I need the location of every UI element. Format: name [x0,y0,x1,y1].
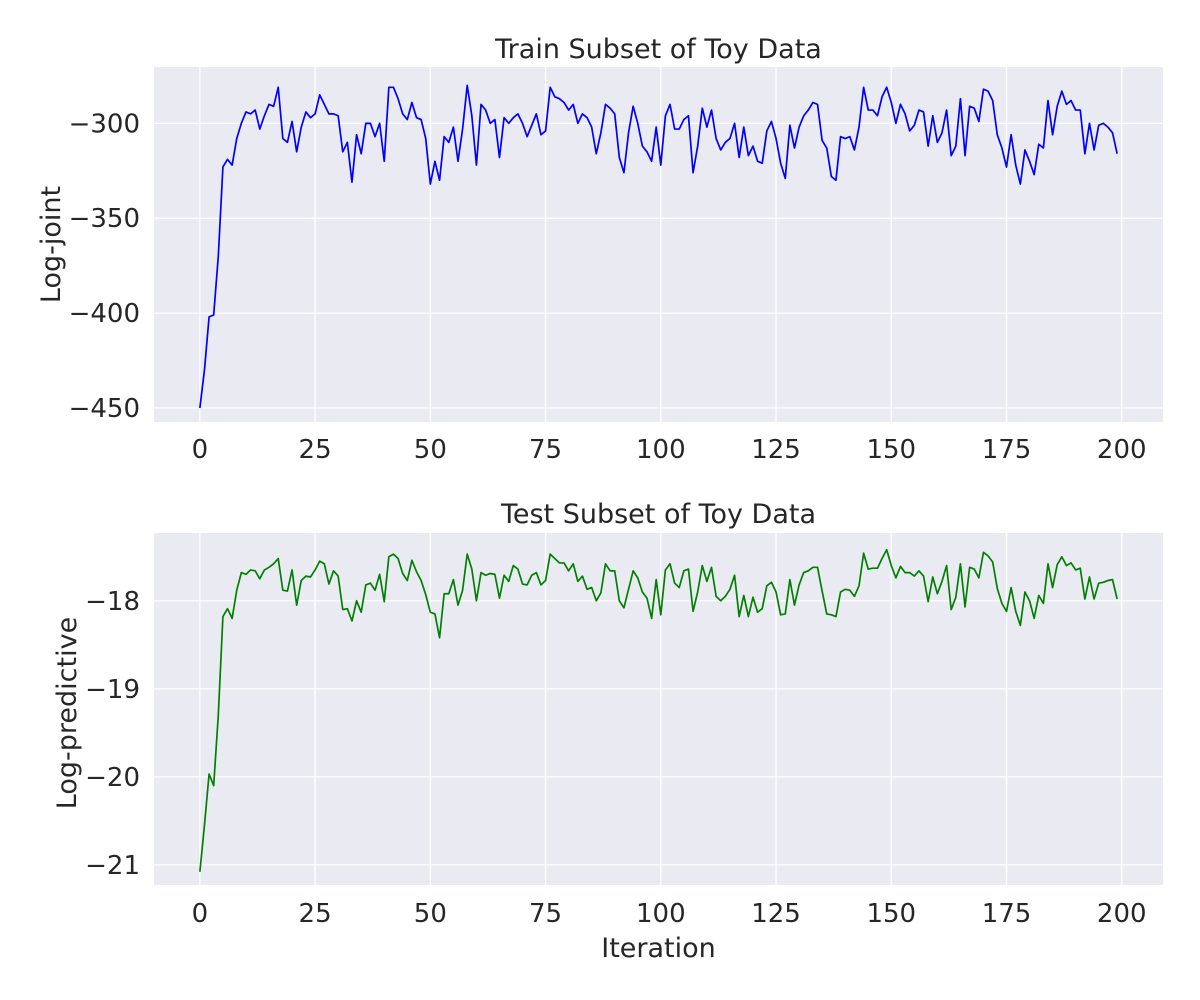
train-y-axis-label: Log-joint [36,186,67,303]
test-x-tick-label: 150 [866,899,916,929]
train-x-tick-label: 75 [529,435,562,465]
train-x-tick-label: 150 [866,435,916,465]
train-x-tick-label: 200 [1097,435,1147,465]
train-tick-labels: 0 25 50 75 100 125 150 175 200 −300 −350 −400 −450 [69,109,1147,465]
test-chart-title: Test Subset of Toy Data [500,499,816,530]
train-x-tick-label: 125 [751,435,801,465]
test-x-tick-label: 200 [1097,899,1147,929]
test-x-axis-label: Iteration [601,933,716,964]
train-x-tick-label: 175 [982,435,1032,465]
train-x-tick-label: 0 [192,435,209,465]
train-y-tick-label: −400 [69,299,140,329]
test-x-tick-label: 0 [192,899,209,929]
train-y-tick-label: −300 [69,109,140,139]
test-y-tick-label: −20 [85,763,140,793]
test-chart: 0 25 50 75 100 125 150 175 200 −18 −19 −20 −21 Test … [52,499,1163,964]
test-y-tick-label: −21 [85,851,140,881]
train-x-tick-label: 25 [299,435,332,465]
test-y-axis-label: Log-predictive [52,617,83,809]
test-plot-area [154,533,1163,885]
train-plot-area [154,67,1163,422]
test-x-tick-label: 175 [982,899,1032,929]
train-gridlines [154,67,1163,422]
train-chart: 0 25 50 75 100 125 150 175 200 −300 −350 −400 −450 T… [36,34,1163,465]
test-x-tick-label: 100 [636,899,686,929]
test-tick-labels: 0 25 50 75 100 125 150 175 200 −18 −19 −20 −21 [85,587,1146,929]
train-x-tick-label: 50 [414,435,447,465]
test-y-tick-label: −18 [85,587,140,617]
train-y-tick-label: −350 [69,204,140,234]
test-log-predictive-line [199,548,1118,872]
test-x-tick-label: 75 [529,899,562,929]
train-log-joint-line [199,84,1118,409]
train-x-tick-label: 100 [636,435,686,465]
test-x-tick-label: 125 [751,899,801,929]
test-y-tick-label: −19 [85,675,140,705]
train-chart-title: Train Subset of Toy Data [494,34,822,65]
train-y-tick-label: −450 [69,394,140,424]
test-x-tick-label: 50 [414,899,447,929]
test-x-tick-label: 25 [299,899,332,929]
